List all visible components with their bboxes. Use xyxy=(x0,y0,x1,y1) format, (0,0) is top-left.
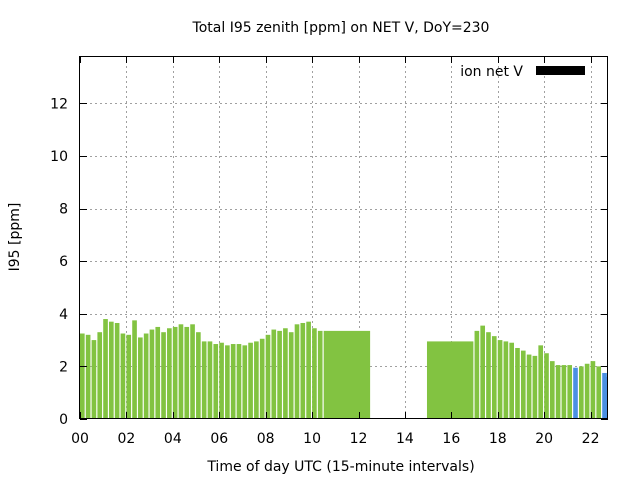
y-tick-label: 10 xyxy=(50,149,68,165)
bar xyxy=(283,328,288,419)
bar xyxy=(596,366,602,419)
bar xyxy=(259,338,265,419)
x-tick-label: 20 xyxy=(535,431,553,447)
bar xyxy=(590,361,596,419)
bar xyxy=(219,342,224,419)
bar xyxy=(230,344,236,419)
x-tick-label: 10 xyxy=(303,431,321,447)
bar xyxy=(248,342,253,419)
plot-frame xyxy=(79,56,608,419)
bar xyxy=(149,329,155,419)
x-tick-label: 12 xyxy=(350,431,368,447)
bar xyxy=(103,319,108,419)
y-tick-label: 8 xyxy=(59,202,68,218)
bar xyxy=(213,344,219,419)
bar xyxy=(225,345,230,419)
bar xyxy=(480,325,485,419)
bar xyxy=(288,332,294,419)
bar xyxy=(271,329,277,419)
bar xyxy=(578,366,584,419)
bar xyxy=(555,365,561,419)
bar-blue xyxy=(573,367,578,419)
x-tick-label: 14 xyxy=(396,431,414,447)
bar xyxy=(520,350,526,419)
x-tick-label: 02 xyxy=(118,431,136,447)
bar xyxy=(561,365,567,419)
bar xyxy=(254,341,259,419)
bar xyxy=(201,341,207,419)
bar xyxy=(312,328,317,419)
bar xyxy=(85,334,91,419)
x-tick-label: 04 xyxy=(164,431,182,447)
bar xyxy=(126,334,132,419)
bar xyxy=(184,326,190,419)
bar xyxy=(515,347,520,419)
bar xyxy=(306,321,311,419)
y-tick-label: 12 xyxy=(50,96,68,112)
bar xyxy=(114,322,120,419)
x-tick-label: 22 xyxy=(582,431,600,447)
bar xyxy=(584,363,590,419)
bar xyxy=(155,326,161,419)
y-axis: 0 2 4 6 8 10 12 xyxy=(50,96,608,428)
y-tick-label: 6 xyxy=(59,254,68,270)
legend-swatch xyxy=(536,66,585,75)
chart-bars xyxy=(80,319,607,419)
y-axis-label: I95 [ppm] xyxy=(7,203,23,272)
x-tick-label: 18 xyxy=(489,431,507,447)
bar xyxy=(294,324,300,419)
bar xyxy=(426,341,474,419)
bar xyxy=(277,330,282,419)
bar xyxy=(509,342,515,419)
bar xyxy=(207,341,213,419)
bar xyxy=(532,355,538,419)
bar xyxy=(549,361,555,419)
bar xyxy=(544,353,549,419)
bar xyxy=(474,330,480,419)
bar xyxy=(567,365,573,419)
bar xyxy=(497,340,503,419)
bar xyxy=(172,326,178,419)
bar xyxy=(491,336,497,419)
bar xyxy=(486,332,491,419)
y-tick-label: 4 xyxy=(59,307,68,323)
bar xyxy=(236,344,242,419)
chart-grid xyxy=(80,56,608,419)
x-tick-label: 06 xyxy=(210,431,228,447)
bar xyxy=(120,333,126,419)
bar xyxy=(242,345,248,419)
bar xyxy=(91,340,97,419)
bar xyxy=(132,320,137,419)
x-tick-label: 00 xyxy=(71,431,89,447)
bar xyxy=(538,345,544,419)
x-axis: 00 02 04 06 08 10 12 14 16 18 20 22 xyxy=(71,56,600,447)
bar xyxy=(178,324,184,419)
bar-blue xyxy=(602,372,607,419)
bar xyxy=(300,322,306,419)
bar-blue xyxy=(605,376,607,419)
chart-title: Total I95 zenith [ppm] on NET V, DoY=230 xyxy=(192,20,490,36)
bar xyxy=(503,341,509,419)
y-tick-label: 2 xyxy=(59,359,68,375)
bar xyxy=(138,337,143,419)
bar xyxy=(161,332,166,419)
legend-label: ion net V xyxy=(460,64,523,80)
x-axis-label: Time of day UTC (15-minute intervals) xyxy=(206,459,474,475)
x-tick-label: 08 xyxy=(257,431,275,447)
y-tick-label: 0 xyxy=(59,412,68,428)
bar xyxy=(196,332,201,419)
bar xyxy=(323,330,371,419)
bar xyxy=(317,330,323,419)
bar xyxy=(97,332,103,419)
bar xyxy=(143,333,149,419)
bar xyxy=(109,321,114,419)
bar xyxy=(526,354,532,419)
bar xyxy=(80,333,85,419)
bar xyxy=(265,334,271,419)
bar xyxy=(167,328,172,419)
chart-legend: ion net V xyxy=(460,64,585,80)
x-tick-label: 16 xyxy=(442,431,460,447)
bar xyxy=(190,324,195,419)
